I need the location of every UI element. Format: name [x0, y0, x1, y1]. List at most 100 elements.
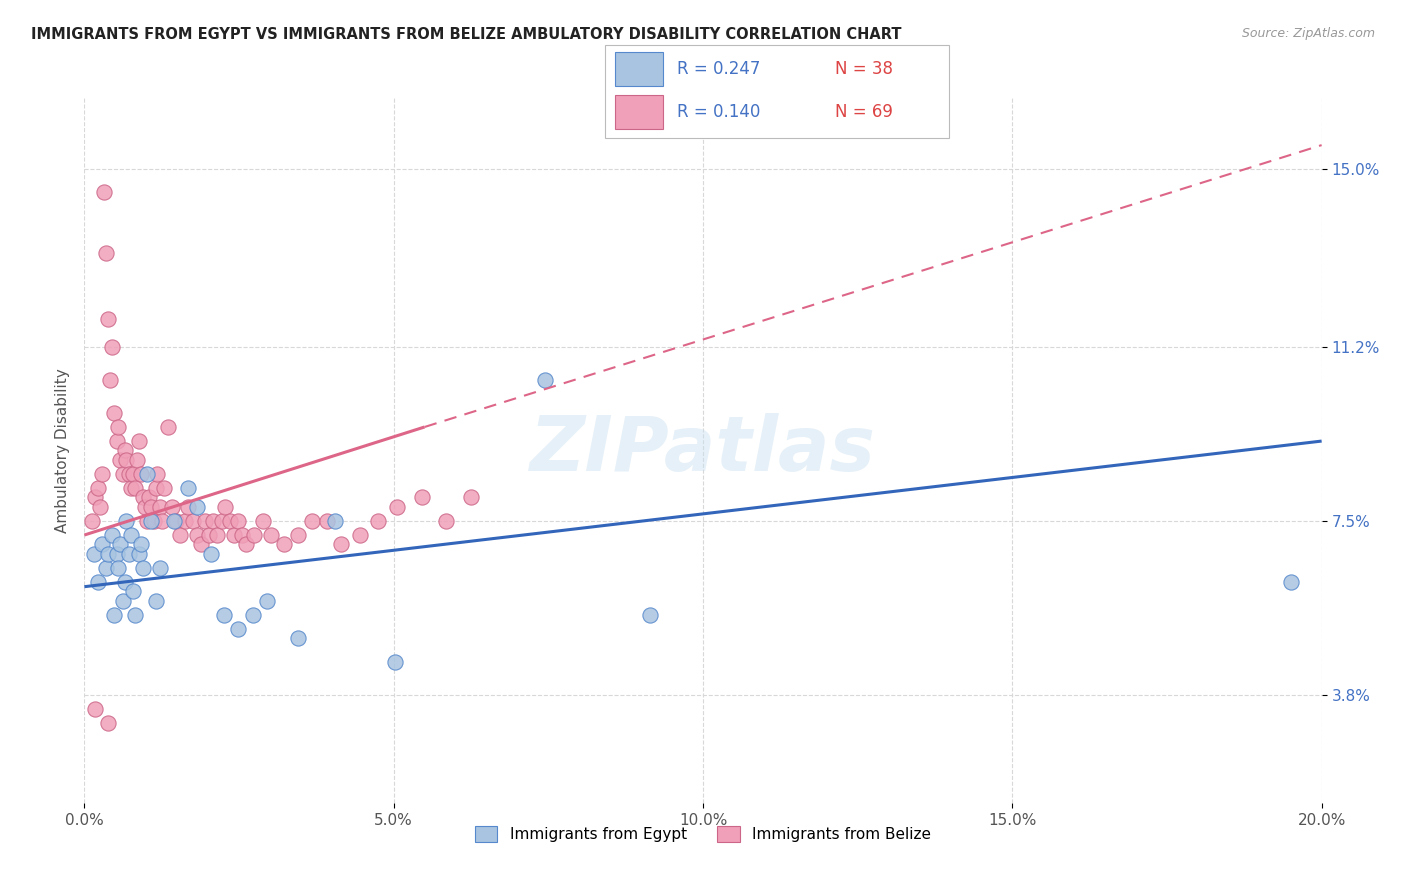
Point: [93, 185, 115, 199]
Point: [150, 514, 173, 528]
Point: [411, 491, 433, 505]
Text: Source: ZipAtlas.com: Source: ZipAtlas.com: [1241, 27, 1375, 40]
Point: [136, 467, 159, 481]
Text: R = 0.247: R = 0.247: [676, 60, 761, 78]
Point: [120, 528, 142, 542]
Point: [273, 537, 295, 551]
Point: [163, 514, 186, 528]
Point: [330, 537, 353, 551]
Point: [218, 514, 240, 528]
Text: N = 38: N = 38: [835, 60, 893, 78]
Point: [260, 528, 283, 542]
Point: [94, 561, 117, 575]
Text: IMMIGRANTS FROM EGYPT VS IMMIGRANTS FROM BELIZE AMBULATORY DISABILITY CORRELATIO: IMMIGRANTS FROM EGYPT VS IMMIGRANTS FROM…: [31, 27, 901, 42]
Point: [367, 514, 389, 528]
Point: [181, 514, 204, 528]
FancyBboxPatch shape: [605, 45, 949, 138]
Point: [190, 537, 212, 551]
Point: [103, 406, 125, 420]
Point: [121, 467, 143, 481]
Point: [287, 528, 309, 542]
Point: [87, 481, 110, 495]
Point: [110, 537, 132, 551]
Point: [115, 514, 138, 528]
Point: [80, 514, 103, 528]
Point: [98, 373, 121, 387]
Point: [534, 373, 557, 387]
Point: [198, 528, 221, 542]
Point: [125, 453, 148, 467]
Point: [149, 561, 172, 575]
Point: [89, 500, 111, 514]
Point: [83, 547, 105, 561]
Point: [118, 547, 141, 561]
Point: [173, 514, 195, 528]
Point: [460, 491, 482, 505]
Point: [301, 514, 323, 528]
Point: [194, 514, 217, 528]
Point: [222, 528, 245, 542]
Point: [141, 500, 163, 514]
Point: [97, 547, 120, 561]
Point: [160, 500, 183, 514]
Point: [84, 491, 107, 505]
Point: [165, 514, 187, 528]
Point: [211, 514, 233, 528]
Point: [97, 715, 120, 730]
Point: [97, 312, 120, 326]
Point: [145, 594, 167, 608]
Point: [384, 655, 406, 669]
Point: [132, 491, 155, 505]
Point: [118, 467, 141, 481]
Point: [256, 594, 278, 608]
Point: [90, 537, 112, 551]
Point: [152, 481, 174, 495]
Point: [105, 434, 128, 448]
Point: [207, 528, 229, 542]
Point: [120, 481, 142, 495]
Point: [128, 434, 150, 448]
Point: [231, 528, 253, 542]
FancyBboxPatch shape: [614, 95, 664, 129]
Point: [385, 500, 408, 514]
Point: [90, 467, 112, 481]
Point: [202, 514, 225, 528]
Point: [243, 528, 266, 542]
Point: [94, 246, 117, 260]
Point: [186, 528, 208, 542]
Point: [110, 453, 132, 467]
Point: [105, 547, 128, 561]
Point: [129, 537, 152, 551]
Point: [132, 561, 155, 575]
Point: [242, 607, 264, 622]
Point: [128, 547, 150, 561]
Point: [101, 340, 124, 354]
Text: ZIPatlas: ZIPatlas: [530, 414, 876, 487]
Point: [177, 500, 200, 514]
Point: [200, 547, 222, 561]
Point: [349, 528, 371, 542]
Point: [640, 607, 662, 622]
Point: [107, 420, 129, 434]
Text: R = 0.140: R = 0.140: [676, 103, 761, 121]
Point: [212, 607, 235, 622]
Point: [84, 702, 107, 716]
Point: [136, 514, 159, 528]
Point: [214, 500, 236, 514]
Point: [177, 481, 200, 495]
Point: [115, 453, 138, 467]
Point: [146, 467, 169, 481]
Point: [149, 500, 172, 514]
Point: [169, 528, 191, 542]
Point: [323, 514, 346, 528]
Point: [101, 528, 124, 542]
Point: [121, 584, 143, 599]
Legend: Immigrants from Egypt, Immigrants from Belize: Immigrants from Egypt, Immigrants from B…: [468, 820, 938, 848]
Point: [107, 561, 129, 575]
Point: [1279, 574, 1302, 589]
Point: [114, 574, 136, 589]
Point: [124, 481, 146, 495]
Point: [156, 420, 179, 434]
Point: [111, 467, 134, 481]
Point: [235, 537, 257, 551]
